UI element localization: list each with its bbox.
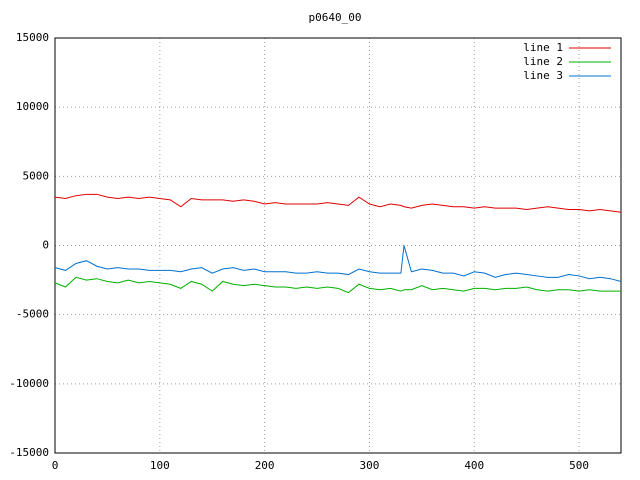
x-tick-label: 100 — [150, 459, 170, 472]
plot-border — [54, 37, 622, 454]
legend-label: line 3 — [523, 69, 563, 82]
legend-label: line 1 — [523, 41, 563, 54]
legend-label: line 2 — [523, 55, 563, 68]
y-tick-label: -15000 — [9, 446, 49, 459]
line — [54, 276, 621, 294]
y-tick-label: 10000 — [16, 100, 49, 113]
y-tick-label: 5000 — [23, 169, 50, 182]
line — [54, 245, 622, 282]
y-tick-label: 15000 — [16, 31, 49, 44]
chart-title: p0640_00 — [309, 11, 362, 24]
y-tick-label: -10000 — [9, 377, 49, 390]
x-tick-label: 200 — [255, 459, 275, 472]
y-tick-label: -5000 — [16, 308, 49, 321]
y-tick-label: 0 — [42, 239, 49, 252]
x-tick-label: 300 — [360, 459, 380, 472]
x-tick-label: 500 — [569, 459, 589, 472]
x-tick-label: 0 — [52, 459, 59, 472]
x-tick-label: 400 — [464, 459, 484, 472]
line — [54, 193, 622, 213]
